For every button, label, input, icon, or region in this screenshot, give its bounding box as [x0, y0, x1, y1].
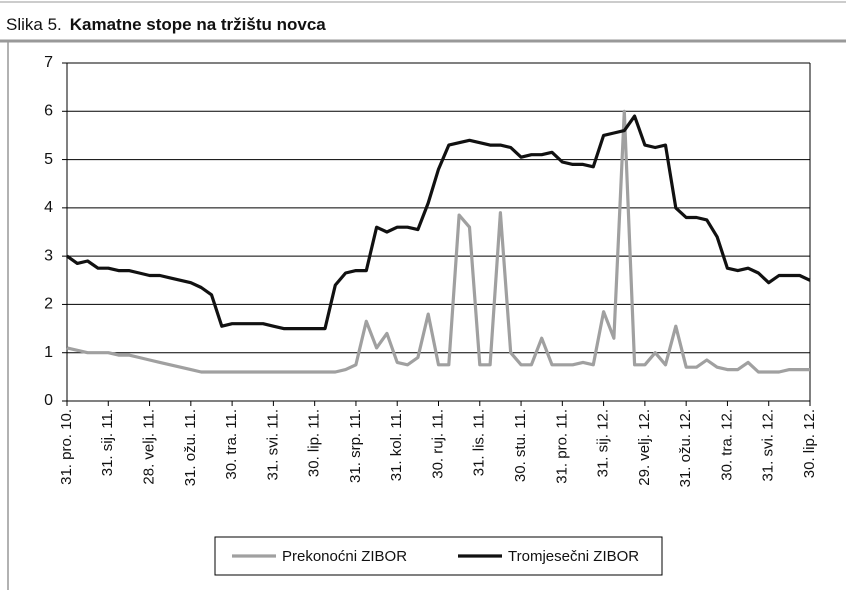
x-tick-label: 31. kol. 11. [388, 409, 405, 481]
legend-box [214, 536, 663, 576]
y-tick-label: 5 [44, 151, 53, 168]
legend-label: Tromjesečni ZIBOR [508, 548, 639, 565]
y-tick-label: 6 [44, 103, 53, 120]
figure-label: Slika 5. [6, 15, 62, 34]
x-tick-label: 30. lip. 11. [306, 409, 323, 477]
series-line [66, 109, 810, 374]
series-line [66, 114, 811, 331]
x-tick-label: 31. sij. 11. [99, 409, 116, 476]
x-tick-label: 31. srp. 11. [347, 409, 364, 483]
x-tick-label: 31. ožu. 11. [182, 409, 199, 486]
x-tick-label: 28. velj. 11. [141, 409, 158, 485]
x-tick-label: 31. sij. 12. [595, 409, 612, 477]
x-tick-label: 30. stu. 11. [512, 409, 529, 482]
y-tick-label: 4 [44, 199, 53, 216]
legend-label: Prekonoćni ZIBOR [282, 548, 407, 565]
x-tick-label: 30. ruj. 11. [429, 409, 446, 479]
x-tick-label: 30. tra. 11. [223, 409, 240, 480]
y-tick-label: 0 [44, 392, 53, 409]
y-tick-label: 3 [44, 247, 53, 264]
x-tick-label: 31. lis. 11. [471, 409, 488, 476]
y-tick-label: 7 [44, 54, 53, 71]
y-tick-label: 1 [44, 344, 53, 361]
x-tick-label: 30. tra. 12. [718, 409, 735, 481]
x-tick-label: 31. svi. 11. [264, 409, 281, 480]
chart-title: Kamatne stope na tržištu novca [70, 15, 327, 34]
x-tick-label: 31. pro. 10. [58, 409, 75, 485]
x-tick-label: 30. lip. 12. [801, 409, 818, 478]
x-tick-label: 31. pro. 11. [553, 409, 570, 484]
x-tick-label: 31. svi. 12. [760, 409, 777, 482]
x-tick-label: 31. ožu. 12. [677, 409, 694, 487]
chart-heading: Slika 5. Kamatne stope na tržištu novca [6, 15, 326, 34]
x-tick-label: 29. velj. 12. [636, 409, 653, 486]
y-tick-label: 2 [44, 296, 53, 313]
